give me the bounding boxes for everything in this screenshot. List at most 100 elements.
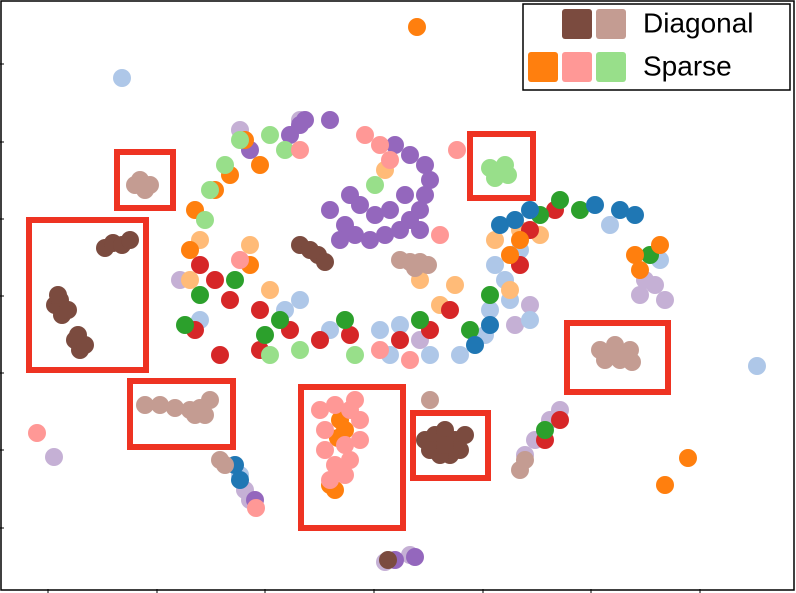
point	[311, 401, 329, 419]
point	[411, 221, 429, 239]
point	[216, 156, 234, 174]
legend-swatch	[528, 52, 558, 82]
point	[291, 116, 309, 134]
point	[679, 449, 697, 467]
point	[521, 296, 539, 314]
point	[191, 286, 209, 304]
point	[406, 548, 424, 566]
point	[311, 331, 329, 349]
point	[231, 471, 249, 489]
point	[466, 336, 484, 354]
point	[411, 201, 429, 219]
highlight-boxes	[26, 131, 671, 531]
point	[151, 396, 169, 414]
point	[441, 301, 459, 319]
point	[406, 259, 424, 277]
point	[396, 186, 414, 204]
point	[631, 286, 649, 304]
point	[521, 311, 539, 329]
point	[451, 346, 469, 364]
point	[196, 211, 214, 229]
point	[221, 291, 239, 309]
highlight-box	[564, 320, 671, 395]
point	[336, 311, 354, 329]
point	[401, 351, 419, 369]
highlight-box	[127, 378, 236, 450]
point	[371, 136, 389, 154]
legend-label: Diagonal	[643, 7, 754, 38]
point	[316, 253, 334, 271]
point	[261, 346, 279, 364]
legend-swatch	[596, 52, 626, 82]
point	[631, 261, 649, 279]
point	[381, 201, 399, 219]
point	[408, 18, 426, 36]
point	[176, 316, 194, 334]
point	[316, 421, 334, 439]
points	[28, 18, 766, 571]
point	[341, 326, 359, 344]
point	[461, 321, 479, 339]
point	[651, 236, 669, 254]
point	[351, 196, 369, 214]
point	[623, 353, 641, 371]
point	[416, 186, 434, 204]
point	[501, 281, 519, 299]
point	[421, 441, 439, 459]
highlight-box	[114, 149, 176, 211]
highlight-box	[298, 384, 406, 531]
point	[421, 346, 439, 364]
point	[401, 146, 419, 164]
point	[656, 476, 674, 494]
legend: Diagonal Sparse	[522, 3, 791, 91]
point	[571, 201, 589, 219]
point	[351, 431, 369, 449]
legend-label: Sparse	[643, 50, 732, 81]
point	[416, 156, 434, 174]
point	[506, 316, 524, 334]
point	[136, 396, 154, 414]
point	[431, 226, 449, 244]
point	[321, 111, 339, 129]
point	[603, 346, 621, 364]
point	[436, 436, 454, 454]
point	[181, 241, 199, 259]
point	[291, 141, 309, 159]
point	[113, 69, 131, 87]
point	[261, 126, 279, 144]
point	[486, 256, 504, 274]
point	[356, 126, 374, 144]
point	[481, 316, 499, 334]
point	[346, 391, 364, 409]
point	[496, 156, 514, 174]
point	[448, 141, 466, 159]
point	[201, 181, 219, 199]
point	[126, 176, 144, 194]
legend-swatch	[596, 9, 626, 39]
point	[59, 301, 77, 319]
point	[456, 426, 474, 444]
point	[366, 176, 384, 194]
point	[506, 211, 524, 229]
highlight-box	[467, 131, 536, 201]
point	[601, 216, 619, 234]
point	[256, 326, 274, 344]
point	[748, 357, 766, 375]
point	[341, 451, 359, 469]
point	[276, 141, 294, 159]
point	[486, 169, 504, 187]
point	[511, 231, 529, 249]
point	[446, 276, 464, 294]
point	[346, 226, 364, 244]
point	[271, 311, 289, 329]
point	[371, 321, 389, 339]
point	[28, 424, 46, 442]
point	[186, 406, 204, 424]
point	[191, 256, 209, 274]
point	[261, 281, 279, 299]
point	[626, 246, 644, 264]
point	[421, 171, 439, 189]
point	[251, 301, 269, 319]
point	[321, 471, 339, 489]
point	[411, 311, 429, 329]
